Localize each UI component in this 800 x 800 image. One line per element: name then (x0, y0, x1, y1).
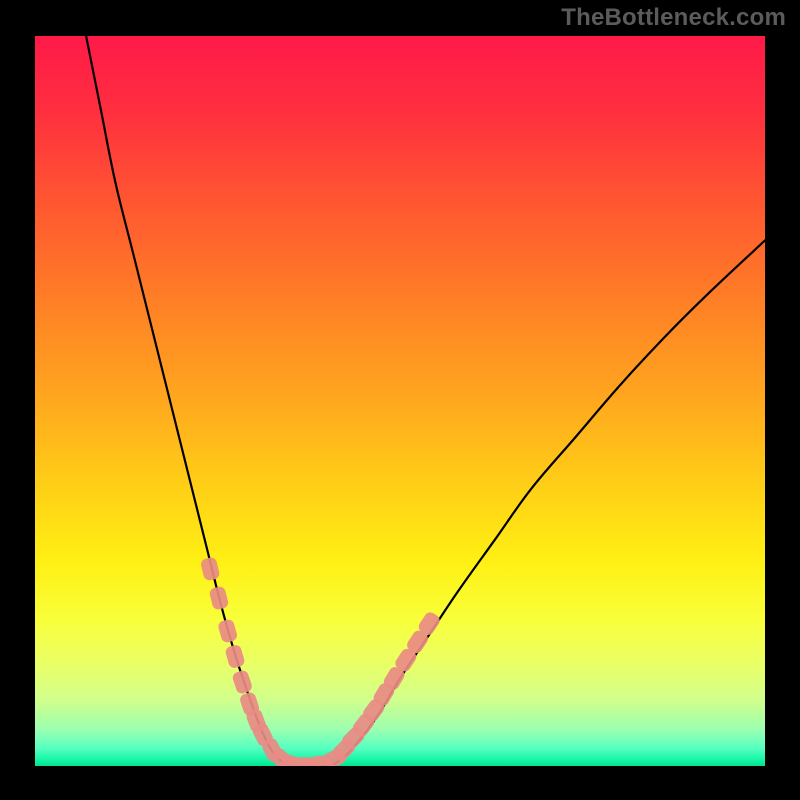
curve-marker (200, 556, 221, 581)
watermark: TheBottleneck.com (561, 4, 786, 32)
curve-layer (35, 36, 765, 766)
curve-marker (224, 644, 245, 670)
curve-marker (231, 669, 253, 695)
curve-marker (217, 618, 238, 644)
curve-marker (209, 585, 230, 610)
bottleneck-curve (86, 36, 765, 766)
plot-area (35, 36, 765, 766)
chart-frame: TheBottleneck.com (0, 0, 800, 800)
curve-markers (200, 556, 442, 766)
